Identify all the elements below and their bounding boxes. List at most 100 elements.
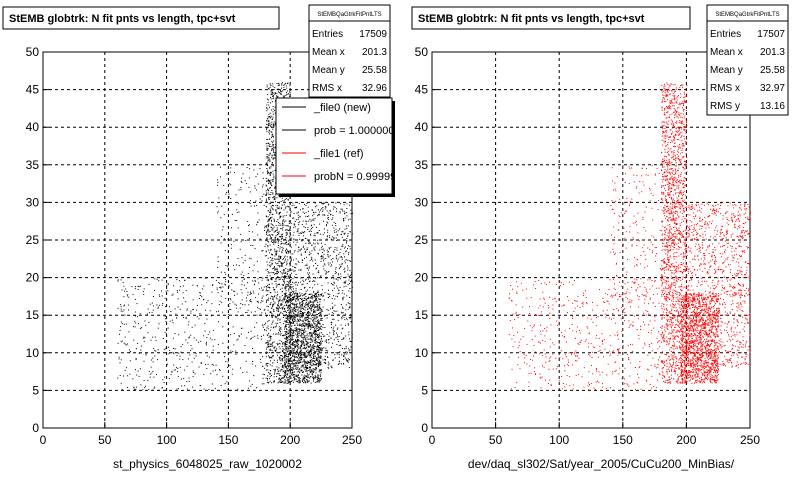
data-point: [281, 197, 283, 199]
data-point: [140, 285, 142, 287]
data-point: [335, 202, 337, 204]
data-point: [296, 336, 298, 338]
data-point: [307, 325, 309, 327]
data-point: [224, 250, 226, 252]
data-point: [269, 275, 271, 277]
data-point: [280, 288, 282, 290]
data-point: [348, 331, 350, 333]
data-point: [283, 353, 285, 354]
data-point: [351, 286, 353, 288]
data-point: [262, 277, 264, 279]
data-point: [307, 355, 308, 357]
data-point: [273, 218, 275, 220]
data-point: [679, 349, 681, 351]
data-point: [260, 361, 262, 363]
data-point: [256, 204, 258, 206]
data-point: [331, 318, 333, 320]
data-point: [319, 305, 321, 307]
data-point: [294, 276, 295, 278]
data-point: [289, 269, 291, 270]
data-point: [302, 364, 304, 366]
data-point: [240, 333, 242, 335]
data-point: [274, 315, 276, 317]
data-point: [305, 238, 307, 239]
data-point: [312, 301, 314, 303]
data-point: [192, 375, 194, 377]
data-point: [306, 361, 307, 363]
data-point: [275, 368, 276, 370]
data-point: [149, 376, 151, 378]
data-point: [297, 362, 299, 364]
data-point: [325, 272, 327, 274]
data-point: [304, 304, 306, 306]
data-point: [295, 346, 296, 347]
data-point: [293, 363, 295, 365]
data-point: [309, 305, 311, 307]
data-point: [269, 152, 271, 154]
data-point: [271, 307, 273, 309]
data-point: [315, 368, 317, 369]
data-point: [332, 284, 333, 286]
data-point: [266, 86, 268, 88]
data-point: [313, 349, 315, 351]
data-point: [300, 313, 302, 314]
data-point: [337, 319, 339, 321]
data-point: [119, 333, 120, 335]
data-point: [271, 283, 273, 285]
data-point: [677, 199, 679, 201]
data-point: [168, 283, 170, 285]
data-point: [294, 356, 295, 358]
data-point: [273, 196, 274, 198]
data-point: [293, 238, 295, 240]
data-point: [316, 325, 318, 327]
data-point: [178, 334, 180, 336]
data-point: [330, 337, 332, 339]
data-point: [300, 253, 302, 255]
data-point: [349, 218, 351, 220]
data-point: [135, 315, 137, 317]
data-point: [267, 116, 269, 118]
data-point: [284, 199, 286, 200]
data-point: [291, 299, 293, 300]
data-point: [343, 247, 345, 249]
data-point: [323, 214, 325, 216]
data-point: [252, 347, 253, 349]
data-point: [269, 380, 271, 382]
data-point: [347, 248, 348, 250]
data-point: [288, 308, 290, 310]
data-point: [280, 265, 282, 267]
data-point: [308, 338, 310, 340]
data-point: [334, 231, 336, 233]
data-point: [337, 363, 339, 365]
data-point: [321, 208, 323, 210]
data-point: [341, 339, 343, 340]
data-point: [312, 295, 314, 297]
data-point: [289, 334, 291, 336]
data-point: [311, 297, 312, 299]
data-point: [272, 225, 274, 227]
data-point: [269, 168, 271, 169]
data-point: [147, 308, 149, 310]
data-point: [304, 367, 306, 368]
data-point: [346, 203, 348, 205]
data-point: [192, 309, 194, 311]
data-point: [153, 387, 155, 389]
data-point: [129, 360, 131, 362]
data-point: [300, 348, 302, 350]
data-point: [296, 303, 298, 305]
data-point: [165, 347, 167, 349]
data-point: [287, 243, 289, 245]
data-point: [267, 286, 269, 288]
data-point: [314, 218, 316, 220]
data-point: [285, 206, 287, 208]
data-point: [269, 370, 271, 371]
data-point: [319, 307, 321, 309]
data-point: [314, 301, 316, 303]
data-point: [268, 104, 270, 106]
data-point: [671, 368, 673, 370]
data-point: [318, 369, 320, 371]
data-point: [252, 290, 254, 292]
data-point: [308, 351, 310, 353]
data-point: [299, 353, 301, 355]
data-point: [228, 305, 230, 307]
